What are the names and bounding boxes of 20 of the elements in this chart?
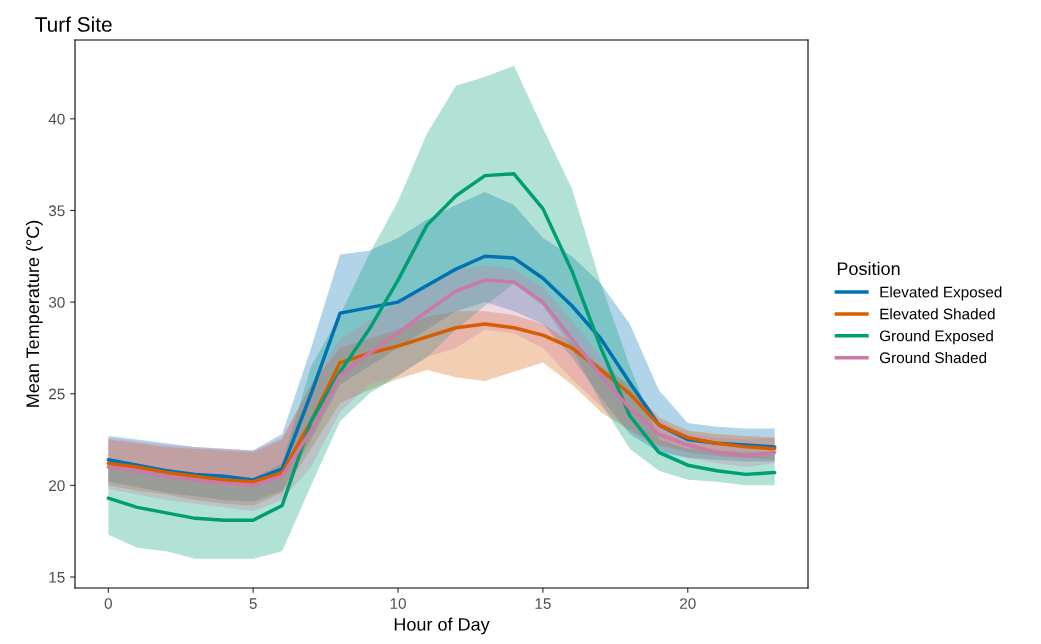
y-tick-label: 20 bbox=[49, 480, 65, 492]
chart-title: Turf Site bbox=[35, 16, 112, 32]
x-axis-title: Hour of Day bbox=[394, 617, 490, 635]
x-tick-label: 10 bbox=[390, 598, 406, 609]
x-tick-label: 15 bbox=[535, 598, 551, 609]
y-tick-label: 40 bbox=[48, 113, 65, 125]
y-tick-label: 15 bbox=[49, 572, 65, 583]
y-tick-label: 35 bbox=[48, 205, 65, 217]
legend-label: Elevated Shaded bbox=[880, 308, 995, 320]
y-tick-label: 25 bbox=[49, 388, 65, 400]
legend-label: Ground Exposed bbox=[879, 330, 993, 345]
x-tick-label: 20 bbox=[680, 598, 696, 609]
x-tick-label: 5 bbox=[249, 598, 257, 609]
x-tick-label: 0 bbox=[104, 598, 112, 609]
legend-label: Ground Shaded bbox=[879, 351, 987, 364]
y-axis-title: Mean Temperature (°C) bbox=[25, 220, 43, 407]
legend-label: Elevated Exposed bbox=[880, 286, 1002, 301]
y-tick-label: 30 bbox=[48, 296, 65, 308]
legend-title: Position bbox=[837, 261, 900, 276]
line-series bbox=[106, 322, 777, 484]
